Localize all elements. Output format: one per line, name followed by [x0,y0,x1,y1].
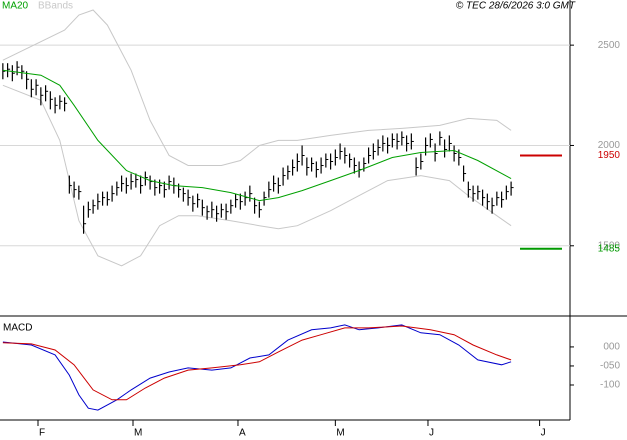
legend-entry: MA20 [2,1,29,12]
x-tick-label: M [134,428,142,439]
level-label: 1950 [598,150,621,161]
y-tick-label: 000 [603,342,620,353]
level-label: 1485 [598,243,621,254]
y-tick-label: 1500 [598,240,621,251]
copyright: © TEC 28/6/2026 3:0 GMT [456,1,576,12]
x-tick-label: J [541,428,546,439]
ma-line [2,69,512,202]
y-tick-label: -100 [600,380,620,391]
macd-line [2,324,512,411]
macd-line [2,325,512,401]
lower-band [2,84,512,267]
x-tick-label: M [336,428,344,439]
x-tick-label: A [239,428,246,439]
y-tick-label: 2500 [598,40,621,51]
upper-band [2,9,512,166]
legend-entry: BBands [38,1,73,12]
y-tick-label: -050 [600,361,620,372]
x-tick-label: J [429,428,434,439]
macd-title: MACD [3,323,32,334]
x-tick-label: F [39,428,45,439]
y-tick-label: 2000 [598,140,621,151]
